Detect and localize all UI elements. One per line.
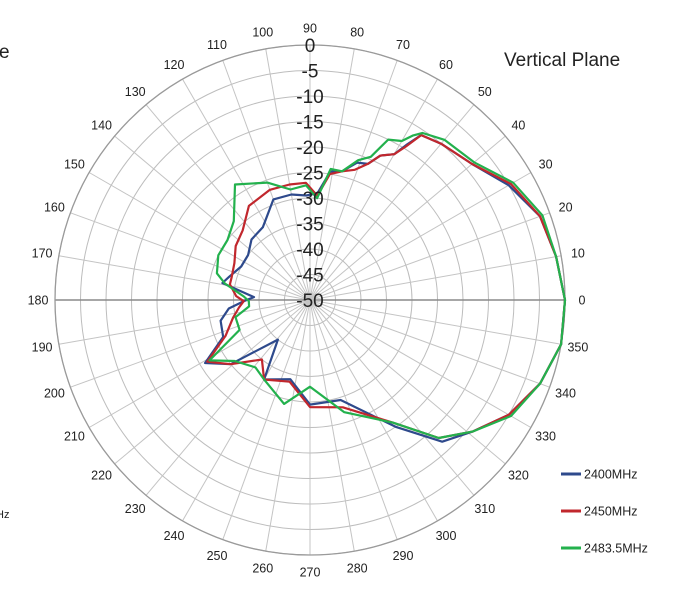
spoke-170 [58,255,311,301]
radial-tick-label: -25 [296,164,323,185]
legend-label-2450mhz: 2450MHz [584,505,638,519]
angle-tick-label: 150 [64,158,85,172]
angle-tick-label: 80 [350,26,364,40]
angle-tick-label: 270 [300,566,321,580]
cropped-title-fragment: e [0,42,10,63]
spoke-100 [265,48,311,301]
spoke-300 [309,299,438,522]
spoke-200 [70,299,311,388]
radial-tick-label: -50 [296,291,323,312]
angle-tick-label: 250 [207,549,228,563]
spoke-330 [309,299,532,428]
spoke-290 [309,299,398,540]
radial-tick-label: -35 [296,215,323,236]
spoke-250 [222,299,311,540]
spoke-310 [309,299,475,496]
legend: 2400MHz 2450MHz 2483.5MHz [561,468,648,556]
spoke-130 [145,104,311,301]
spoke-60 [309,78,438,301]
spoke-190 [58,299,311,345]
cropped-legend-fragment: Hz [0,509,9,521]
legend-label-2400mhz: 2400MHz [584,468,638,482]
angle-tick-label: 260 [252,561,273,575]
radial-tick-label: -10 [296,87,323,108]
angle-tick-label: 220 [91,468,112,482]
spoke-240 [182,299,311,522]
angle-tick-label: 110 [207,38,227,52]
radial-tick-label: 0 [305,36,316,57]
angle-tick-label: 200 [44,387,65,401]
chart-title: Vertical Plane [504,50,620,71]
spoke-150 [88,172,311,301]
spoke-160 [70,212,311,301]
angle-tick-label: 10 [571,246,585,260]
angle-tick-label: 180 [28,294,49,308]
series-line-2450mhz [206,134,567,440]
angle-tick-label: 340 [555,387,576,401]
angular-tick-labels: 0 10 20 30 40 50 60 70 80 90 100 110 120 130 140 150 160… [28,22,589,580]
spoke-70 [309,60,398,301]
spoke-230 [145,299,311,496]
spoke-30 [309,172,532,301]
spoke-50 [309,104,475,301]
spoke-210 [88,299,311,428]
angle-tick-label: 230 [125,502,146,516]
radial-tick-label: -15 [296,113,323,134]
angle-tick-label: 210 [64,430,85,444]
spoke-120 [182,78,311,301]
radial-tick-label: -45 [296,266,323,287]
spoke-140 [114,135,311,301]
angle-tick-label: 190 [32,341,53,355]
series-line-2483.5mhz [208,131,567,440]
spoke-350 [309,299,562,345]
legend-label-2483.5mhz: 2483.5MHz [584,542,648,556]
angle-tick-label: 140 [91,119,112,133]
angle-tick-label: 30 [539,158,553,172]
angle-tick-label: 320 [508,468,529,482]
angle-tick-label: 100 [252,26,273,40]
spoke-110 [222,60,311,301]
radial-tick-label: -30 [296,189,323,210]
angle-tick-label: 280 [347,561,368,575]
angle-tick-label: 160 [44,201,65,215]
spoke-320 [309,299,506,465]
spoke-10 [309,255,562,301]
angle-tick-label: 290 [393,549,414,563]
spoke-340 [309,299,550,388]
radial-tick-label: -5 [302,62,319,83]
angle-tick-label: 50 [478,85,492,99]
spoke-260 [265,299,311,552]
angle-tick-label: 70 [396,38,410,52]
angle-tick-label: 310 [474,502,495,516]
angle-tick-label: 300 [436,529,457,543]
spoke-280 [309,299,355,552]
angle-tick-label: 170 [32,246,53,260]
series-layer [204,131,567,443]
angle-tick-label: 330 [535,430,556,444]
spoke-20 [309,212,550,301]
angle-tick-label: 20 [559,201,573,215]
radial-tick-label: -20 [296,138,323,159]
angle-tick-label: 60 [439,58,453,72]
angle-tick-label: 240 [164,529,185,543]
angle-tick-label: 120 [164,58,185,72]
radial-tick-label: -40 [296,240,323,261]
angle-tick-label: 350 [567,341,588,355]
angle-tick-label: 130 [125,85,146,99]
angle-tick-label: 90 [303,22,317,36]
polar-grid [54,44,566,556]
angle-tick-label: 40 [511,119,525,133]
angle-tick-label: 0 [579,294,586,308]
spoke-220 [114,299,311,465]
radial-tick-labels: 0 -5 -10 -15 -20 -25 -30 -35 -40 -45 -50 [296,36,323,312]
